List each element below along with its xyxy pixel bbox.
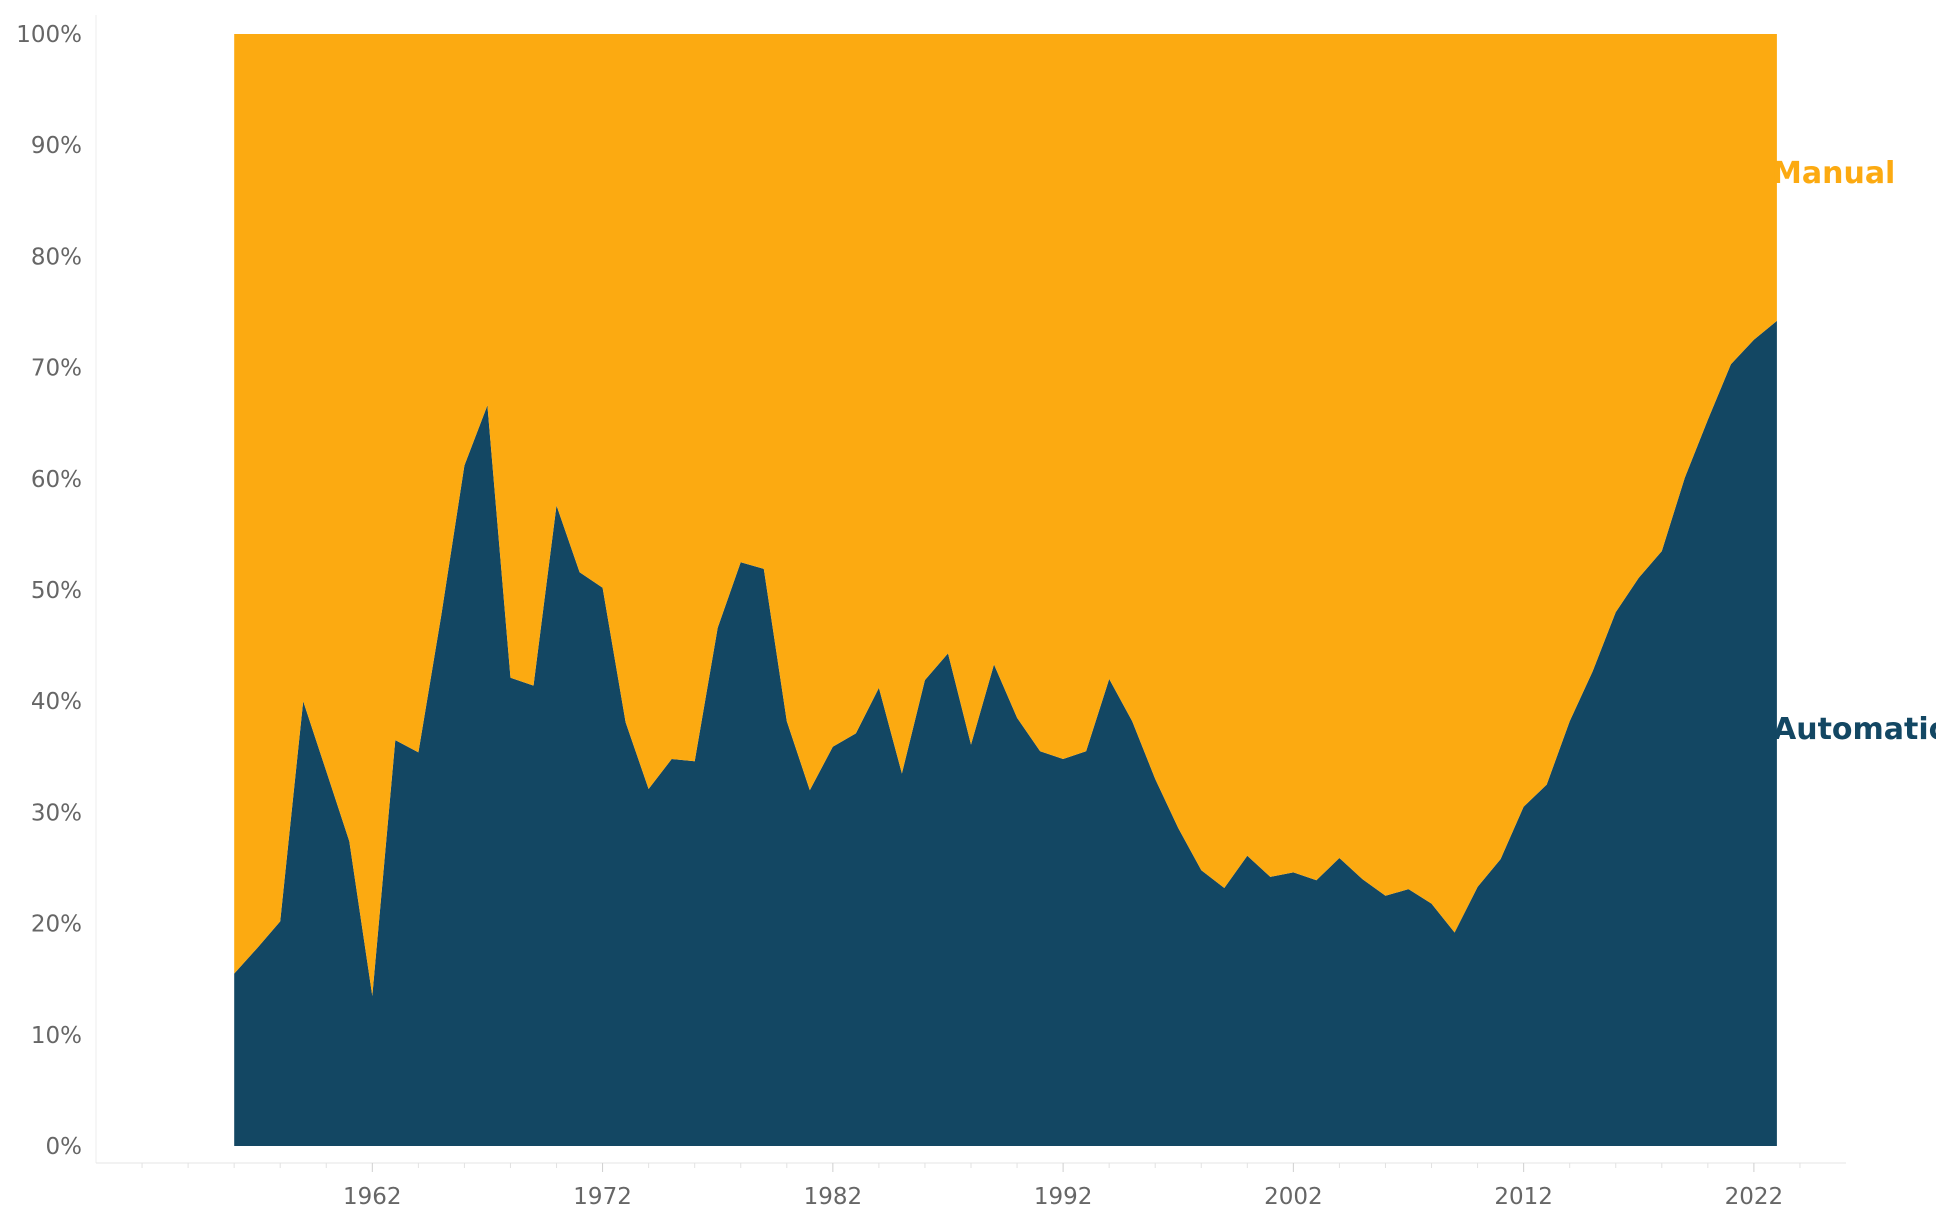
y-tick-label: 80% (31, 244, 82, 270)
x-tick-label: 2002 (1264, 1184, 1323, 1210)
y-tick-label: 70% (31, 356, 82, 382)
y-tick-label: 20% (31, 912, 82, 938)
x-tick-label: 1982 (804, 1184, 863, 1210)
series-label-automatic: Automatic (1773, 712, 1936, 747)
x-tick-label: 1972 (573, 1184, 632, 1210)
area-layer (234, 34, 1777, 1146)
y-tick-label: 100% (16, 22, 82, 48)
x-tick-label: 1992 (1034, 1184, 1093, 1210)
series-labels: Automatic Manual (1772, 156, 1936, 747)
y-tick-label: 10% (31, 1023, 82, 1049)
x-tick-label: 1962 (343, 1184, 402, 1210)
y-tick-label: 40% (31, 689, 82, 715)
y-tick-label: 30% (31, 800, 82, 826)
y-tick-label: 50% (31, 578, 82, 604)
area-automatic (234, 320, 1777, 1146)
x-tick-label: 2012 (1494, 1184, 1553, 1210)
x-tick-labels: 1962 1972 1982 1992 2002 2012 2022 (141, 1163, 1801, 1210)
y-tick-label: 60% (31, 467, 82, 493)
y-tick-labels: 0% 10% 20% 30% 40% 50% 60% 70% 80% 90% 100% (16, 22, 82, 1160)
y-tick-label: 90% (31, 133, 82, 159)
area-manual (234, 34, 1777, 996)
series-label-manual: Manual (1772, 156, 1895, 191)
y-tick-label: 0% (46, 1134, 83, 1160)
x-tick-label: 2022 (1725, 1184, 1784, 1210)
